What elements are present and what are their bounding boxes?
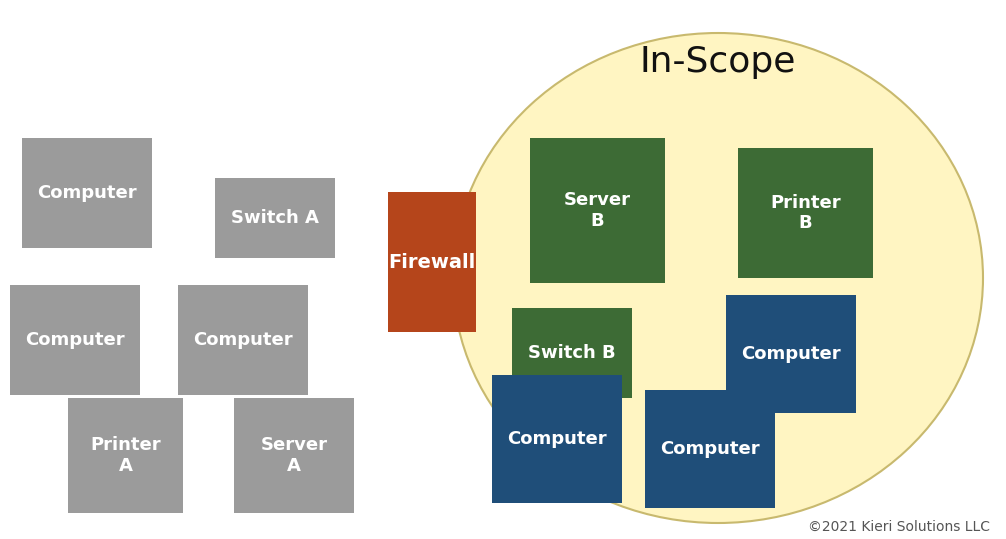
Text: Computer: Computer (507, 430, 607, 448)
Text: Server
B: Server B (564, 191, 631, 230)
FancyBboxPatch shape (726, 295, 856, 413)
Text: Switch B: Switch B (528, 344, 616, 362)
FancyBboxPatch shape (738, 148, 873, 278)
Text: Firewall: Firewall (388, 252, 476, 272)
FancyBboxPatch shape (215, 178, 335, 258)
FancyBboxPatch shape (388, 192, 476, 332)
Text: Server
A: Server A (261, 436, 328, 475)
Text: ©2021 Kieri Solutions LLC: ©2021 Kieri Solutions LLC (808, 520, 990, 534)
FancyBboxPatch shape (68, 398, 183, 513)
Text: Switch A: Switch A (231, 209, 319, 227)
Text: Computer: Computer (660, 440, 760, 458)
FancyBboxPatch shape (492, 375, 622, 503)
Text: In-Scope: In-Scope (640, 45, 796, 79)
FancyBboxPatch shape (234, 398, 354, 513)
Text: Computer: Computer (741, 345, 841, 363)
FancyBboxPatch shape (22, 138, 152, 248)
FancyBboxPatch shape (645, 390, 775, 508)
Text: Printer
B: Printer B (771, 194, 841, 232)
Text: Printer
A: Printer A (91, 436, 161, 475)
FancyBboxPatch shape (530, 138, 665, 283)
FancyBboxPatch shape (512, 308, 632, 398)
Ellipse shape (453, 33, 983, 523)
FancyBboxPatch shape (178, 285, 308, 395)
FancyBboxPatch shape (10, 285, 140, 395)
Text: Computer: Computer (193, 331, 293, 349)
Text: Computer: Computer (37, 184, 137, 202)
Text: Computer: Computer (25, 331, 125, 349)
